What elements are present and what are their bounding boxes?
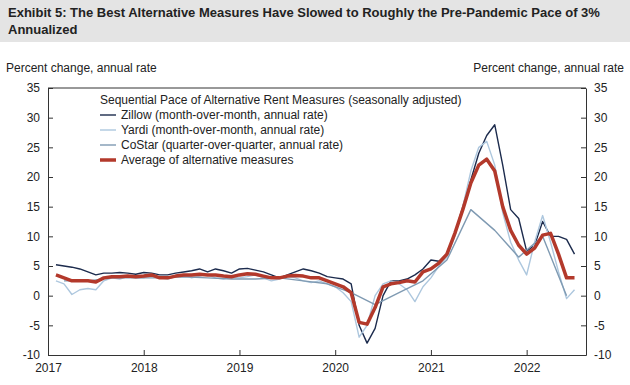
legend-label: CoStar (quarter-over-quarter, annual rat… — [121, 138, 343, 152]
tick: 30 — [581, 111, 608, 125]
tick-label: -10 — [594, 348, 612, 362]
series-line — [64, 210, 567, 305]
tick-mark — [239, 350, 240, 355]
tick-mark — [48, 355, 53, 356]
tick-label: 25 — [594, 141, 608, 155]
tick: 25 — [581, 141, 608, 155]
tick: 20 — [581, 170, 608, 184]
tick-label: 30 — [594, 111, 608, 125]
chart-svg: 2017 2018 2019 2020 2021 2022 -10 -5 0 5 10 15 20 25 3… — [0, 0, 630, 385]
y-axis: -10 -5 0 5 10 15 20 25 30 35 — [23, 81, 53, 362]
tick: 30 — [27, 111, 53, 125]
y2-axis-line — [586, 89, 587, 356]
legend-swatch — [100, 144, 116, 145]
tick-mark — [581, 266, 586, 267]
tick-mark — [48, 118, 53, 119]
legend-label: Average of alternative measures — [121, 153, 294, 167]
tick: 10 — [581, 230, 608, 244]
legend-title: Sequential Pace of Alternative Rent Meas… — [100, 93, 462, 107]
tick-label: 0 — [33, 289, 40, 303]
tick-label: 2017 — [35, 361, 62, 375]
tick-label: 5 — [594, 259, 601, 273]
tick-mark — [48, 266, 53, 267]
tick-mark — [581, 118, 586, 119]
tick-label: 35 — [594, 81, 608, 95]
tick: 5 — [33, 259, 53, 273]
tick-label: -10 — [23, 348, 41, 362]
tick: -5 — [29, 319, 53, 333]
tick-mark — [581, 236, 586, 237]
tick-label: 0 — [594, 289, 601, 303]
tick-mark — [581, 325, 586, 326]
y-axis-line — [48, 89, 49, 356]
y-axis-title: Percent change, annual rate — [6, 61, 157, 75]
tick-label: 20 — [594, 170, 608, 184]
tick: 25 — [27, 141, 53, 155]
plot-area — [56, 125, 575, 343]
tick: 0 — [33, 289, 53, 303]
tick-label: 2021 — [418, 361, 445, 375]
tick: 10 — [27, 230, 53, 244]
series-line — [56, 159, 575, 324]
tick-label: -5 — [594, 319, 605, 333]
tick-label: 2022 — [514, 361, 541, 375]
legend-label: Yardi (month-over-month, annual rate) — [121, 123, 324, 137]
tick-label: 15 — [594, 200, 608, 214]
tick-label: 10 — [27, 230, 41, 244]
legend: Sequential Pace of Alternative Rent Meas… — [100, 93, 462, 167]
series-line — [56, 141, 575, 337]
tick: 2021 — [418, 350, 445, 375]
tick-mark — [48, 177, 53, 178]
x-axis: 2017 2018 2019 2020 2021 2022 — [35, 350, 586, 375]
title: Exhibit 5: The Best Alternative Measures… — [0, 0, 630, 42]
tick: 0 — [581, 289, 601, 303]
tick-mark — [581, 147, 586, 148]
legend-swatch — [100, 129, 116, 130]
chart: Exhibit 5: The Best Alternative Measures… — [0, 0, 630, 385]
tick-label: 5 — [33, 259, 40, 273]
tick: -10 — [23, 348, 53, 362]
tick-mark — [581, 177, 586, 178]
tick-label: 35 — [27, 81, 41, 95]
tick-label: 20 — [27, 170, 41, 184]
tick-mark — [581, 296, 586, 297]
tick-label: 2020 — [322, 361, 349, 375]
tick: 2020 — [322, 350, 349, 375]
tick: -5 — [581, 319, 605, 333]
tick-label: 2019 — [227, 361, 254, 375]
tick-mark — [48, 207, 53, 208]
tick: 2018 — [131, 350, 158, 375]
tick: 5 — [581, 259, 601, 273]
tick-mark — [527, 350, 528, 355]
tick-label: 2018 — [131, 361, 158, 375]
tick-label: 30 — [27, 111, 41, 125]
tick: -10 — [581, 348, 612, 362]
tick-mark — [48, 325, 53, 326]
series-line — [56, 125, 575, 343]
tick: 2022 — [514, 350, 541, 375]
tick-label: -5 — [29, 319, 40, 333]
tick-mark — [581, 207, 586, 208]
tick-label: 10 — [594, 230, 608, 244]
plot-frame — [48, 88, 586, 89]
tick-mark — [48, 147, 53, 148]
tick: 20 — [27, 170, 53, 184]
tick-mark — [431, 350, 432, 355]
legend-swatch — [100, 158, 116, 162]
tick: 15 — [581, 200, 608, 214]
tick: 2019 — [227, 350, 254, 375]
tick-mark — [581, 355, 586, 356]
legend-label: Zillow (month-over-month, annual rate) — [121, 108, 328, 122]
tick-label: 15 — [27, 200, 41, 214]
y2-axis: -10 -5 0 5 10 15 20 25 30 35 — [581, 81, 612, 362]
tick: 15 — [27, 200, 53, 214]
legend-swatch — [100, 114, 116, 115]
y2-axis-title: Percent change, annual rate — [473, 61, 624, 75]
tick-mark — [335, 350, 336, 355]
tick-mark — [144, 350, 145, 355]
tick-mark — [48, 236, 53, 237]
tick-mark — [48, 296, 53, 297]
tick-label: 25 — [27, 141, 41, 155]
x-axis-line — [49, 355, 587, 356]
